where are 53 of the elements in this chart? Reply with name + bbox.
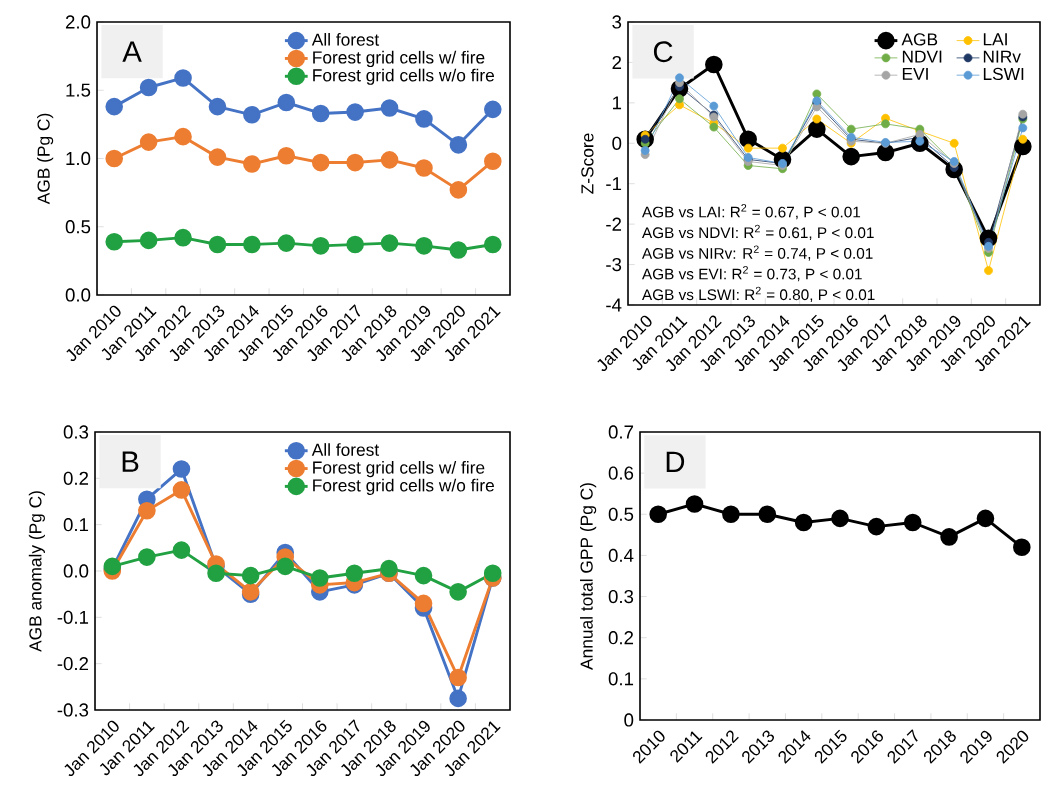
y-tick-label: -0.2: [57, 657, 89, 671]
legend-label: Forest grid cells w/o fire: [313, 68, 495, 85]
y-tick-label: -3: [606, 257, 622, 272]
y-tick-label: 2: [612, 55, 622, 69]
legend-label: Forest grid cells w/ fire: [313, 460, 485, 478]
y-tick-label: 0.5: [65, 220, 91, 234]
text: A: [122, 41, 142, 62]
legend-label: EVI: [902, 67, 928, 80]
y-tick-label: 0: [612, 136, 622, 150]
y-tick-label: 0.6: [608, 466, 634, 480]
y-tick-label: 0.0: [65, 288, 91, 302]
y-tick-label: 0.2: [608, 631, 634, 645]
y-tick-label: 1.5: [66, 83, 91, 97]
y-tick-label: 0.1: [608, 672, 634, 686]
legend-label: Forest grid cells w/ fire: [313, 50, 485, 68]
legend-label: AGB: [901, 33, 938, 46]
y-tick-label: 1: [613, 96, 622, 110]
y-tick-label: 2.0: [65, 15, 91, 29]
annotation: AGB vs LSWI: R$^{2}$ = 0.80, P < 0.01: [641, 286, 875, 302]
y-axis-title: AGB (Pg C): [37, 113, 54, 205]
y-tick-label: -4: [606, 298, 622, 312]
annotation: AGB vs NIRv: R$^{2}$ = 0.74, P < 0.01: [641, 245, 873, 261]
legend-label: LAI: [983, 33, 1007, 46]
y-tick-label: -2: [606, 217, 622, 231]
legend-label: LSWI: [983, 67, 1024, 81]
y-tick-label: 1.0: [66, 151, 91, 166]
legend-label: All forest: [311, 33, 380, 46]
y-tick-label: -1: [606, 177, 622, 191]
text: D: [666, 451, 685, 472]
annotation: AGB vs LAI: R$^{2}$ = 0.67, P < 0.01: [641, 204, 861, 220]
y-axis-title: AGB anomaly (Pg C): [28, 491, 45, 652]
y-tick-label: 0.3: [63, 425, 89, 439]
annotation: AGB vs EVI: R$^{2}$ = 0.73, P < 0.01: [641, 266, 862, 282]
y-tick-label: 0.3: [608, 589, 634, 604]
legend-label: NIRv: [983, 50, 1021, 63]
legend-label: All forest: [311, 443, 380, 456]
y-tick-label: 0.5: [608, 507, 634, 521]
annotation: AGB vs NDVI: R$^{2}$ = 0.61, P < 0.01: [641, 224, 874, 240]
y-tick-label: -0.1: [57, 610, 89, 624]
y-tick-label: 0.2: [63, 471, 89, 485]
y-axis-title: Z-Score: [581, 133, 594, 194]
y-tick-label: 0.7: [608, 425, 634, 439]
y-tick-label: 0.1: [63, 518, 89, 532]
legend-label: Forest grid cells w/o fire: [313, 478, 494, 495]
y-tick-label: 0.0: [63, 564, 89, 578]
y-axis-title: Annual total GPP (Pg C): [580, 483, 597, 670]
legend-label: NDVI: [902, 50, 942, 63]
y-tick-label: 0: [624, 713, 634, 727]
y-tick-label: -0.3: [57, 703, 89, 717]
y-tick-label: 3: [612, 15, 622, 29]
text: C: [653, 41, 673, 63]
text: B: [122, 451, 139, 472]
y-tick-label: 0.4: [608, 548, 634, 563]
